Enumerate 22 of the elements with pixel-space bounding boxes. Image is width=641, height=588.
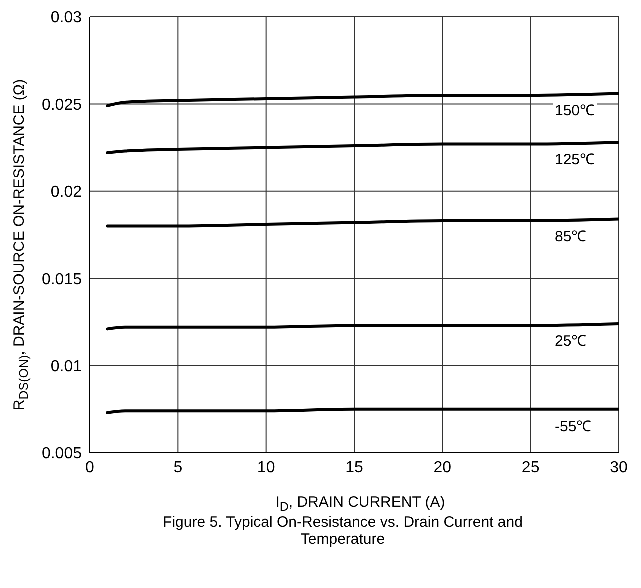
series-label: 150℃ <box>555 102 596 120</box>
x-tick-label: 10 <box>257 459 276 476</box>
y-tick-label: 0.015 <box>42 271 82 288</box>
x-tick-label: 20 <box>434 459 452 476</box>
series-label: 125℃ <box>555 152 596 169</box>
line-series <box>106 141 619 155</box>
y-tick-label: 0.005 <box>42 446 82 463</box>
x-tick-label: 5 <box>174 459 183 476</box>
x-tick-label: 25 <box>522 459 540 476</box>
y-tick-label: 0.025 <box>42 96 82 114</box>
x-tick-label: 15 <box>346 459 364 476</box>
text: Figure 5. Typical On-Resistance vs. Drain Current and Temperature <box>162 514 524 548</box>
series-label: 25℃ <box>555 332 587 350</box>
y-tick-label: 0.02 <box>50 184 82 202</box>
y-tick-label: 0.01 <box>50 358 82 376</box>
x-tick-label: 30 <box>610 459 628 476</box>
series-label: 85℃ <box>555 228 587 246</box>
x-axis-title: I$_{D}$, DRAIN CURRENT (A) <box>274 494 446 514</box>
series-label: -55℃ <box>555 418 592 436</box>
y-tick-label: 0.03 <box>50 10 82 27</box>
x-tick-label: 0 <box>86 459 95 476</box>
line-series <box>106 218 619 228</box>
